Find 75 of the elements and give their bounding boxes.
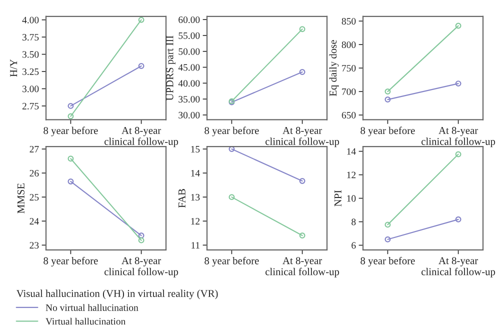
y-tick-label: 50.00 bbox=[178, 48, 200, 55]
y-tick-label: 55.00 bbox=[178, 32, 200, 39]
y-axis-title: H/Y bbox=[10, 59, 18, 77]
y-tick-label: 3.00 bbox=[22, 86, 39, 92]
y-tick-label: 650 bbox=[342, 112, 356, 118]
y-axis-title: FAB bbox=[178, 189, 186, 208]
y-tick-label: 24 bbox=[30, 218, 39, 224]
y-axis-title: Eq daily dose bbox=[329, 40, 339, 96]
y-axis-title: NPI bbox=[334, 190, 342, 206]
y-tick-label: 800 bbox=[342, 41, 356, 48]
y-tick-label: 14 bbox=[191, 170, 200, 176]
x-tick-label: 8 year before bbox=[44, 256, 98, 266]
y-tick-label: 25 bbox=[30, 194, 39, 201]
y-tick-label: 35.00 bbox=[178, 96, 200, 103]
point bbox=[228, 194, 235, 200]
x-tick-label: 8 year before bbox=[360, 126, 415, 136]
y-tick-label: 12 bbox=[347, 172, 356, 178]
x-tick-label: 8 year before bbox=[204, 126, 259, 136]
y-tick-label: 12 bbox=[191, 218, 200, 224]
x-tick-label: 8 year before bbox=[204, 256, 259, 266]
point bbox=[299, 69, 306, 76]
y-tick-label: 750 bbox=[342, 64, 356, 72]
y-tick-label: 8 bbox=[352, 218, 356, 226]
point bbox=[384, 96, 391, 103]
y-tick-label: 700 bbox=[342, 88, 356, 96]
point bbox=[138, 63, 144, 69]
point bbox=[68, 178, 74, 184]
y-tick-label: 13 bbox=[191, 194, 200, 201]
y-tick-label: 3.25 bbox=[22, 68, 39, 76]
y-tick-label: 10 bbox=[347, 195, 356, 202]
y-axis-title: MMSE bbox=[17, 183, 24, 214]
y-tick-label: 27 bbox=[30, 146, 39, 152]
legend-label: Virtual hallucination bbox=[46, 318, 126, 325]
x-tick-label: At 8-year clinical follow-up bbox=[266, 257, 340, 278]
point bbox=[299, 26, 306, 32]
y-tick-label: 2.75 bbox=[22, 102, 39, 110]
legend-title: Visual hallucination (VH) in virtual reality (VR) bbox=[16, 290, 218, 300]
x-tick-label: At 8-year clinical follow-up bbox=[422, 257, 496, 278]
point bbox=[455, 22, 462, 29]
y-tick-label: 11 bbox=[192, 242, 200, 249]
y-tick-label: 14 bbox=[347, 148, 356, 155]
y-tick-label: 45.00 bbox=[178, 64, 200, 71]
x-tick-label: At 8-year clinical follow-up bbox=[422, 126, 496, 148]
y-tick-label: 850 bbox=[342, 18, 356, 25]
point bbox=[138, 237, 144, 244]
y-tick-label: 60.00 bbox=[178, 16, 200, 24]
y-tick-label: 30.00 bbox=[178, 112, 200, 118]
x-tick-label: At 8-year clinical follow-up bbox=[266, 126, 340, 148]
y-tick-label: 3.50 bbox=[22, 51, 39, 58]
y-tick-label: 26 bbox=[30, 170, 39, 177]
y-tick-label: 4.00 bbox=[22, 16, 39, 24]
point bbox=[384, 88, 391, 95]
point bbox=[455, 151, 462, 158]
y-tick-label: 23 bbox=[30, 242, 39, 249]
point bbox=[455, 80, 462, 87]
y-tick-label: 6 bbox=[352, 242, 356, 249]
x-tick-label: 8 year before bbox=[360, 256, 415, 266]
y-tick-label: 3.75 bbox=[22, 34, 39, 41]
x-tick-label: At 8-year clinical follow-up bbox=[104, 126, 178, 148]
point bbox=[68, 102, 74, 109]
legend-label: No virtual hallucination bbox=[46, 304, 138, 311]
point bbox=[299, 232, 306, 239]
y-axis-title: UPDRS part III bbox=[166, 36, 176, 101]
point bbox=[68, 113, 74, 120]
point bbox=[299, 178, 306, 184]
point bbox=[384, 236, 391, 242]
point bbox=[384, 222, 391, 228]
x-tick-label: At 8-year clinical follow-up bbox=[104, 257, 178, 278]
y-tick-label: 40.00 bbox=[178, 80, 200, 87]
point bbox=[138, 16, 144, 23]
point bbox=[228, 146, 235, 152]
y-tick-label: 15 bbox=[191, 146, 200, 152]
point bbox=[68, 156, 74, 162]
point bbox=[455, 216, 462, 222]
x-tick-label: 8 year before bbox=[44, 126, 98, 136]
